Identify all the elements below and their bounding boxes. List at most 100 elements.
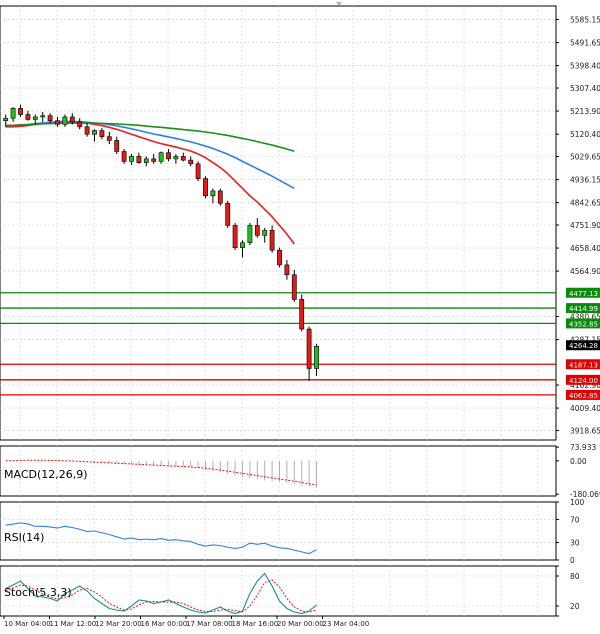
stoch-tick-label: 20 [570, 602, 580, 611]
candle[interactable] [314, 343, 319, 376]
stochastic-panel[interactable] [0, 572, 556, 615]
candle[interactable] [277, 247, 282, 268]
candle[interactable] [99, 128, 105, 140]
candle-body-bull [62, 116, 68, 125]
grid [0, 5, 557, 617]
candle-body-bear [269, 230, 275, 251]
time-tick-label: 20 Mar 00:00 [277, 620, 324, 628]
candle[interactable] [291, 269, 297, 302]
candle[interactable] [47, 113, 53, 124]
time-tick-label: 11 Mar 12:00 [50, 620, 97, 628]
time-tick-label: 23 Mar 04:00 [323, 620, 370, 628]
candle-body-bear [180, 156, 186, 161]
candle-body-bear [217, 190, 223, 204]
candle-body-bull [143, 158, 149, 163]
candle[interactable] [173, 153, 179, 164]
candle[interactable] [166, 149, 171, 162]
macd-panel[interactable] [5, 459, 317, 488]
last-price-tag [566, 340, 600, 351]
candle[interactable] [151, 153, 157, 164]
candle[interactable] [69, 113, 75, 125]
price-tick-label: 4102.90 [570, 381, 600, 390]
candle[interactable] [84, 123, 90, 137]
candle-body-bear [18, 108, 23, 115]
time-tick-label: 16 Mar 00:00 [141, 620, 188, 628]
macd-label: MACD(12,26,9) [4, 468, 88, 481]
candle[interactable] [284, 259, 290, 280]
candle[interactable] [40, 112, 46, 122]
candle-body-bull [262, 230, 268, 236]
candle[interactable] [136, 152, 142, 164]
price-tick-label: 4009.40 [570, 404, 600, 413]
candle[interactable] [269, 225, 275, 253]
candle[interactable] [299, 294, 305, 332]
price-tick-label: 5213.90 [570, 107, 600, 116]
candle[interactable] [25, 110, 31, 121]
price-tick-label: 4564.90 [570, 267, 600, 276]
level-tag [566, 287, 600, 298]
level-tag [566, 389, 600, 400]
candle[interactable] [180, 152, 186, 162]
candle[interactable] [129, 153, 134, 166]
moving-average-line [5, 120, 295, 190]
rsi-panel[interactable] [0, 519, 556, 555]
candle-body-bear [284, 264, 290, 276]
candle[interactable] [55, 116, 60, 127]
candle[interactable] [32, 114, 38, 125]
candle[interactable] [210, 188, 216, 204]
candle-body-bear [195, 163, 201, 179]
candle[interactable] [106, 131, 112, 145]
candle[interactable] [114, 136, 120, 154]
chart-shift-marker-icon[interactable] [336, 2, 342, 6]
candle[interactable] [262, 227, 268, 243]
candle-body-bull [10, 108, 16, 119]
price-tick-label: 5029.65 [570, 153, 600, 162]
rsi-tick-label: 70 [570, 515, 580, 524]
rsi-tick-label: 30 [570, 539, 580, 548]
candle[interactable] [3, 114, 9, 127]
level-tag [566, 318, 600, 329]
price-tick-label: 5585.15 [570, 16, 600, 25]
candle-body-bear [188, 159, 194, 165]
price-tick-label: 3918.65 [570, 426, 600, 435]
candle[interactable] [203, 176, 208, 199]
candle-body-bear [291, 274, 297, 300]
candle[interactable] [77, 118, 83, 130]
rsi-tick-label: 100 [570, 498, 585, 507]
candle[interactable] [10, 107, 16, 122]
price-tick-label: 4287.15 [570, 336, 600, 345]
candle[interactable] [240, 240, 245, 258]
candle[interactable] [306, 326, 312, 381]
candle[interactable] [18, 104, 23, 117]
price-tick-label: 4751.90 [570, 221, 600, 230]
candle[interactable] [232, 223, 238, 251]
candle[interactable] [158, 151, 164, 164]
candle[interactable] [121, 149, 127, 164]
price-panel-frame [0, 5, 557, 441]
candle[interactable] [254, 218, 260, 238]
candle[interactable] [247, 223, 253, 246]
macd-tick-label: 0.00 [570, 457, 587, 466]
candle-body-bear [299, 299, 305, 330]
price-tick-label: 5398.40 [570, 62, 600, 71]
level-tag-label: 4414.99 [569, 305, 598, 313]
candle[interactable] [92, 129, 97, 142]
stoch-signal-line [5, 579, 317, 613]
candle-body-bull [240, 242, 245, 248]
candle[interactable] [62, 114, 68, 127]
candle[interactable] [188, 156, 194, 167]
candle-body-bear [136, 156, 142, 163]
level-tag [566, 359, 600, 370]
candle[interactable] [195, 161, 201, 182]
candle[interactable] [225, 200, 231, 228]
candle[interactable] [217, 188, 223, 206]
price-panel[interactable] [0, 104, 556, 396]
rsi-label: RSI(14) [4, 531, 44, 544]
candle-body-bear [25, 114, 31, 120]
candle-body-bear [99, 130, 105, 137]
macd-tick-label: 73.933 [570, 443, 596, 452]
candle[interactable] [143, 156, 149, 167]
